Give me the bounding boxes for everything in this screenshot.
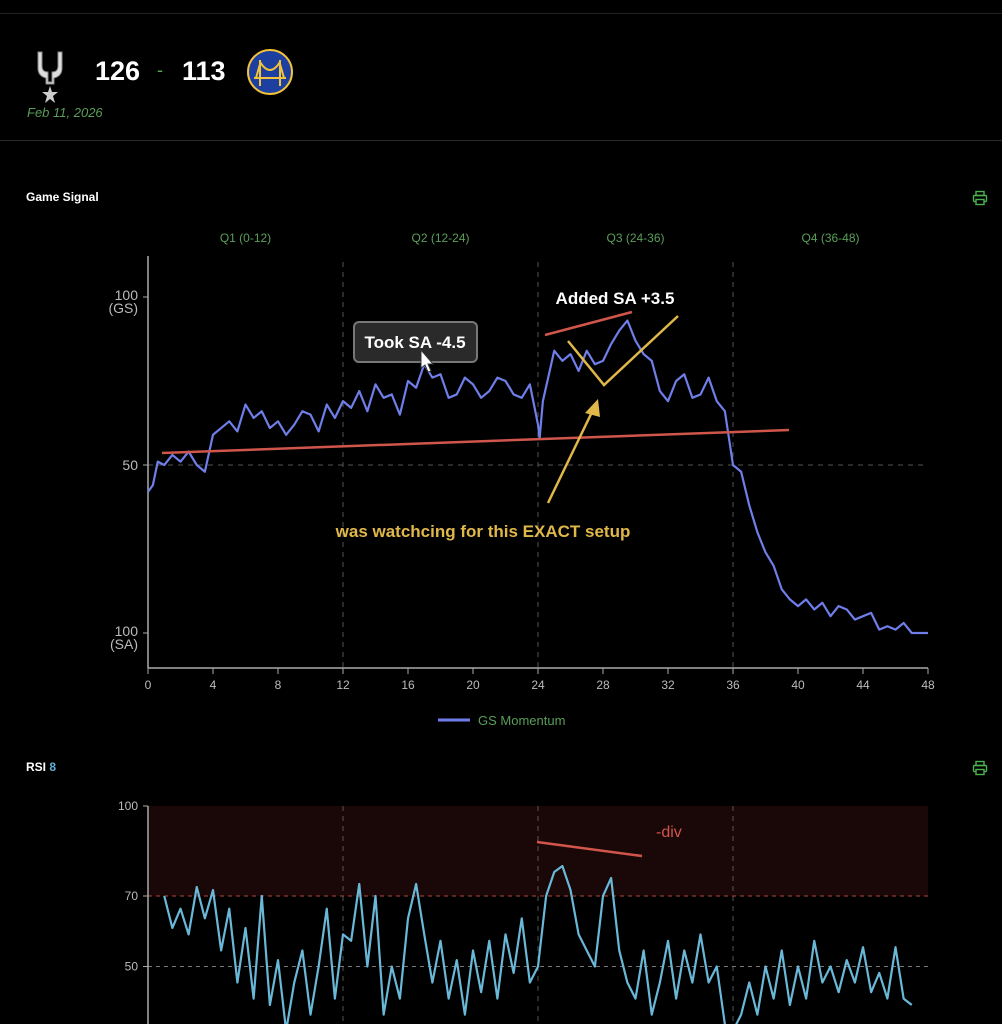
y-tick-sublabel: (SA) bbox=[110, 636, 138, 652]
y-tick-label: 100 bbox=[115, 623, 139, 639]
x-tick-label: 4 bbox=[210, 678, 217, 692]
game-signal-title: Game Signal bbox=[26, 190, 99, 204]
x-tick-label: 0 bbox=[145, 678, 152, 692]
arrow-shaft bbox=[546, 411, 594, 504]
y-tick-label: 100 bbox=[115, 287, 139, 303]
x-tick-label: 36 bbox=[726, 678, 740, 692]
x-tick-label: 28 bbox=[596, 678, 610, 692]
took-sa-label: Took SA -4.5 bbox=[364, 333, 465, 352]
setup-note: was watchcing for this EXACT setup bbox=[335, 522, 631, 541]
x-tick-label: 12 bbox=[336, 678, 350, 692]
quarter-label: Q2 (12-24) bbox=[411, 231, 469, 245]
x-tick-label: 24 bbox=[531, 678, 545, 692]
x-tick-label: 48 bbox=[921, 678, 935, 692]
divergence-line bbox=[536, 840, 643, 858]
game-date: Feb 11, 2026 bbox=[27, 105, 103, 120]
warriors-logo bbox=[247, 49, 293, 95]
y-tick-label: 50 bbox=[125, 960, 139, 974]
tooltip-box bbox=[353, 321, 478, 363]
y-tick-label: 50 bbox=[122, 457, 138, 473]
top-trendline-annotation bbox=[544, 310, 633, 337]
divergence-label: -div bbox=[656, 824, 682, 841]
rsi-title: RSI 8 bbox=[26, 760, 56, 774]
printer-icon[interactable] bbox=[972, 760, 988, 776]
top-border bbox=[0, 13, 1002, 14]
trendline-annotation bbox=[161, 428, 790, 455]
x-tick-label: 32 bbox=[661, 678, 675, 692]
quarter-label: Q4 (36-48) bbox=[801, 231, 859, 245]
x-tick-label: 16 bbox=[401, 678, 415, 692]
y-tick-label: 100 bbox=[118, 799, 138, 813]
arrow-head bbox=[585, 399, 600, 417]
legend-label: GS Momentum bbox=[478, 713, 565, 728]
home-score: 126 bbox=[95, 56, 141, 86]
x-tick-label: 8 bbox=[275, 678, 282, 692]
gs-momentum-line bbox=[147, 319, 928, 635]
hand-cursor-icon bbox=[420, 348, 435, 373]
rsi-line bbox=[163, 864, 913, 1024]
away-score: 113 bbox=[182, 56, 226, 86]
x-tick-label: 40 bbox=[791, 678, 805, 692]
added-sa-label: Added SA +3.5 bbox=[556, 289, 675, 308]
printer-icon[interactable] bbox=[972, 190, 988, 206]
v-setup-annotation bbox=[567, 315, 679, 387]
x-tick-label: 20 bbox=[466, 678, 480, 692]
rsi-chart: 100705030-div bbox=[118, 799, 928, 1024]
y-tick-label: 70 bbox=[125, 889, 139, 903]
x-tick-label: 44 bbox=[856, 678, 870, 692]
y-tick-sublabel: (GS) bbox=[108, 300, 138, 316]
quarter-label: Q3 (24-36) bbox=[606, 231, 664, 245]
rsi-label: RSI bbox=[26, 760, 47, 774]
quarter-label: Q1 (0-12) bbox=[220, 231, 271, 245]
rsi-period: 8 bbox=[49, 760, 57, 774]
header-divider bbox=[0, 140, 1002, 141]
game-signal-chart: Q1 (0-12) Q2 (12-24) Q3 (24-36) Q4 (36-48) 1… bbox=[108, 231, 935, 728]
spurs-logo bbox=[37, 51, 63, 103]
score-separator: - bbox=[157, 60, 163, 80]
